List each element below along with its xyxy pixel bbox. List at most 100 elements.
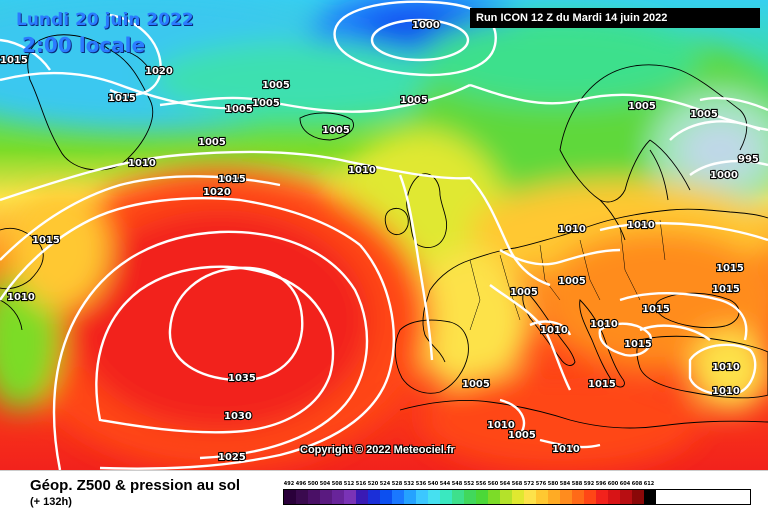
color-scale-ticks: 492 496 500 504 508 512 516 520 524 528 532 536 540 5… bbox=[283, 481, 751, 487]
scale-swatch bbox=[440, 490, 452, 504]
legend-bar: Géop. Z500 & pression au sol (+ 132h) 49… bbox=[0, 470, 768, 513]
isobar-label: 1010 bbox=[128, 158, 156, 169]
isobar-label: 1010 bbox=[558, 224, 586, 235]
legend-subtitle: (+ 132h) bbox=[30, 496, 72, 508]
scale-swatch bbox=[332, 490, 344, 504]
scale-tick-label: 496 bbox=[295, 481, 307, 487]
isobar-label: 1000 bbox=[710, 170, 738, 181]
scale-tick-label: 584 bbox=[559, 481, 571, 487]
scale-swatch bbox=[284, 490, 296, 504]
scale-swatch bbox=[344, 490, 356, 504]
scale-swatch bbox=[392, 490, 404, 504]
scale-tick-label: 608 bbox=[631, 481, 643, 487]
isobar-label: 1005 bbox=[462, 379, 490, 390]
scale-tick-label: 612 bbox=[643, 481, 655, 487]
scale-tick-label: 504 bbox=[319, 481, 331, 487]
scale-swatch bbox=[476, 490, 488, 504]
scale-tick-label: 536 bbox=[415, 481, 427, 487]
scale-swatch bbox=[632, 490, 644, 504]
isobar-label: 1010 bbox=[712, 386, 740, 397]
scale-tick-label: 588 bbox=[571, 481, 583, 487]
scale-swatch bbox=[320, 490, 332, 504]
scale-swatch bbox=[488, 490, 500, 504]
isobar-label: 1005 bbox=[225, 104, 253, 115]
scale-tick-label: 512 bbox=[343, 481, 355, 487]
scale-swatch bbox=[428, 490, 440, 504]
scale-swatch bbox=[356, 490, 368, 504]
isobar-label: 1015 bbox=[218, 174, 246, 185]
color-scale: 492 496 500 504 508 512 516 520 524 528 532 536 540 5… bbox=[283, 481, 751, 505]
scale-swatch bbox=[464, 490, 476, 504]
isobar-label: 1015 bbox=[0, 55, 28, 66]
scale-swatch bbox=[308, 490, 320, 504]
scale-tick-label: 520 bbox=[367, 481, 379, 487]
isobar-label: 995 bbox=[738, 154, 759, 165]
isobar-label: 1010 bbox=[590, 319, 618, 330]
isobar-label: 1010 bbox=[7, 292, 35, 303]
isobar-labels: 1000 1015 1020 1015 1005 1005 1005 1005 … bbox=[0, 19, 760, 464]
valid-time: 2:00 locale bbox=[22, 33, 146, 57]
scale-tick-label: 592 bbox=[583, 481, 595, 487]
scale-tick-label: 552 bbox=[463, 481, 475, 487]
legend-title: Géop. Z500 & pression au sol bbox=[30, 477, 241, 494]
scale-swatch bbox=[596, 490, 608, 504]
isobar-label: 1005 bbox=[262, 80, 290, 91]
scale-swatch bbox=[572, 490, 584, 504]
isobar-label: 1025 bbox=[218, 452, 246, 463]
copyright-notice: Copyright © 2022 Meteociel.fr bbox=[300, 444, 455, 456]
scale-tick-label: 540 bbox=[427, 481, 439, 487]
isobar-label: 1000 bbox=[412, 20, 440, 31]
scale-tick-label: 524 bbox=[379, 481, 391, 487]
isobar-label: 1005 bbox=[690, 109, 718, 120]
scale-tick-label: 576 bbox=[535, 481, 547, 487]
isobar-label: 1005 bbox=[198, 137, 226, 148]
scale-swatch bbox=[524, 490, 536, 504]
map-canvas: 1000 1015 1020 1015 1005 1005 1005 1005 … bbox=[0, 0, 768, 470]
scale-swatch bbox=[380, 490, 392, 504]
isobar-label: 1010 bbox=[348, 165, 376, 176]
scale-swatch bbox=[404, 490, 416, 504]
isobar-label: 1020 bbox=[203, 187, 231, 198]
isobar-label: 1005 bbox=[508, 430, 536, 441]
isobar-label: 1005 bbox=[322, 125, 350, 136]
weather-map: 1000 1015 1020 1015 1005 1005 1005 1005 … bbox=[0, 0, 768, 470]
isobar-label: 1005 bbox=[628, 101, 656, 112]
scale-swatch bbox=[296, 490, 308, 504]
scale-tick-label: 500 bbox=[307, 481, 319, 487]
scale-swatch bbox=[452, 490, 464, 504]
isobar-label: 1015 bbox=[624, 339, 652, 350]
scale-tick-label: 568 bbox=[511, 481, 523, 487]
isobar-label: 1035 bbox=[228, 373, 256, 384]
scale-tick-label: 532 bbox=[403, 481, 415, 487]
isobar-label: 1010 bbox=[627, 220, 655, 231]
geopotential-field bbox=[0, 0, 768, 470]
isobar-label: 1005 bbox=[252, 98, 280, 109]
scale-swatch bbox=[560, 490, 572, 504]
scale-swatch bbox=[620, 490, 632, 504]
scale-tick-label: 544 bbox=[439, 481, 451, 487]
scale-swatch bbox=[584, 490, 596, 504]
scale-tick-label: 572 bbox=[523, 481, 535, 487]
isobar-label: 1010 bbox=[552, 444, 580, 455]
scale-swatch bbox=[548, 490, 560, 504]
isobar-label: 1005 bbox=[510, 287, 538, 298]
scale-tick-label: 604 bbox=[619, 481, 631, 487]
isobar-label: 1015 bbox=[32, 235, 60, 246]
isobars bbox=[0, 0, 768, 470]
isobar-label: 1005 bbox=[558, 276, 586, 287]
isobar-label: 1015 bbox=[712, 284, 740, 295]
isobar-label: 1030 bbox=[224, 411, 252, 422]
color-scale-swatches bbox=[283, 489, 751, 505]
isobar-label: 1015 bbox=[642, 304, 670, 315]
isobar-label: 1005 bbox=[400, 95, 428, 106]
scale-tick-label: 492 bbox=[283, 481, 295, 487]
valid-date: Lundi 20 juin 2022 bbox=[16, 10, 194, 30]
scale-tick-label: 596 bbox=[595, 481, 607, 487]
scale-tick-label: 508 bbox=[331, 481, 343, 487]
isobar-label: 1015 bbox=[108, 93, 136, 104]
scale-swatch bbox=[608, 490, 620, 504]
isobar-label: 1015 bbox=[716, 263, 744, 274]
isobar-label: 1010 bbox=[712, 362, 740, 373]
scale-swatch bbox=[644, 490, 656, 504]
scale-swatch bbox=[416, 490, 428, 504]
